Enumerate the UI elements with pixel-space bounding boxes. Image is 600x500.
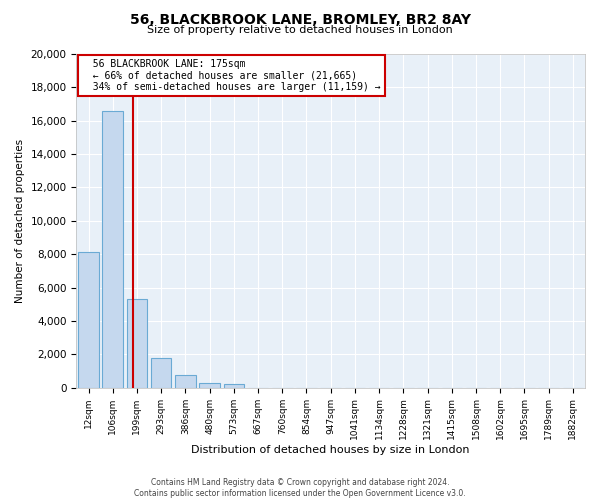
X-axis label: Distribution of detached houses by size in London: Distribution of detached houses by size … — [191, 445, 470, 455]
Text: Size of property relative to detached houses in London: Size of property relative to detached ho… — [147, 25, 453, 35]
Bar — [199, 383, 220, 388]
Y-axis label: Number of detached properties: Number of detached properties — [15, 138, 25, 303]
Bar — [175, 375, 196, 388]
Text: 56, BLACKBROOK LANE, BROMLEY, BR2 8AY: 56, BLACKBROOK LANE, BROMLEY, BR2 8AY — [130, 12, 470, 26]
Bar — [78, 252, 99, 388]
Bar — [224, 384, 244, 388]
Text: 56 BLACKBROOK LANE: 175sqm
  ← 66% of detached houses are smaller (21,665)
  34%: 56 BLACKBROOK LANE: 175sqm ← 66% of deta… — [82, 59, 381, 92]
Bar — [127, 299, 147, 388]
Bar — [151, 358, 172, 388]
Bar — [103, 110, 123, 388]
Text: Contains HM Land Registry data © Crown copyright and database right 2024.
Contai: Contains HM Land Registry data © Crown c… — [134, 478, 466, 498]
